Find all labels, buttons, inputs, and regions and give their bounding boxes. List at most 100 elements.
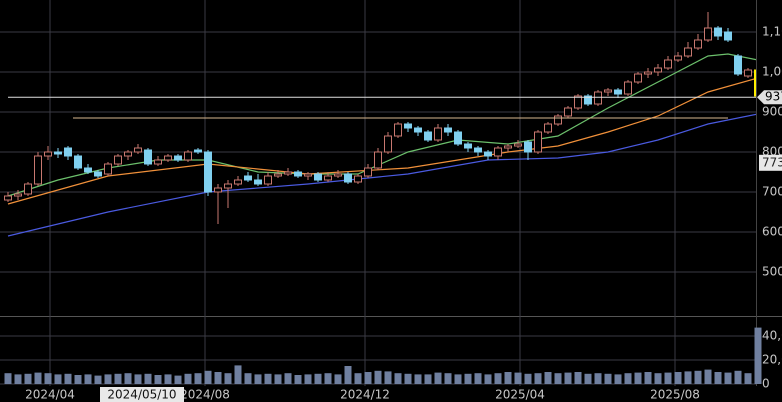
candle-body <box>254 179 262 185</box>
volume-bar <box>404 373 412 384</box>
volume-bar <box>454 374 462 384</box>
volume-bar <box>54 374 62 384</box>
x-tick-label: 2024/04 <box>25 388 75 402</box>
volume-bar <box>554 373 562 384</box>
volume-bar <box>644 372 652 384</box>
price-tag <box>757 90 782 105</box>
candle-body <box>704 27 712 41</box>
candle-body <box>194 149 202 153</box>
candle-body <box>634 73 642 83</box>
volume-bar <box>164 374 172 384</box>
volume-bar <box>484 374 492 384</box>
volume-bar <box>464 373 472 384</box>
volume-bar <box>114 373 122 384</box>
volume-pane <box>4 327 762 384</box>
candle-body <box>574 95 582 109</box>
volume-bar <box>174 375 182 384</box>
y-tick-label: 900 <box>762 105 782 119</box>
volume-bar <box>604 373 612 384</box>
volume-bar <box>524 373 532 384</box>
candle-body <box>204 151 212 193</box>
candle-body <box>594 91 602 105</box>
volume-bar <box>444 373 452 384</box>
volume-bar <box>584 373 592 384</box>
volume-bar <box>624 373 632 384</box>
candle-body <box>484 151 492 157</box>
volume-bar <box>364 372 372 384</box>
candle-body <box>144 149 152 165</box>
candle-body <box>294 171 302 177</box>
candle-body <box>434 127 442 141</box>
volume-bar <box>44 373 52 384</box>
candle-body <box>544 123 552 133</box>
candle-body <box>674 55 682 61</box>
volume-bar <box>474 373 482 384</box>
candle-body <box>524 141 532 153</box>
volume-bar <box>324 373 332 384</box>
candle-body <box>554 115 562 125</box>
volume-bar <box>104 374 112 384</box>
volume-bar <box>734 370 742 384</box>
candle-body <box>424 131 432 141</box>
candle-body <box>234 179 242 185</box>
candle-body <box>614 89 622 95</box>
price-tag <box>759 154 782 171</box>
candle-body <box>114 155 122 165</box>
volume-bar <box>694 370 702 384</box>
volume-bar <box>94 375 102 384</box>
volume-bar <box>714 372 722 384</box>
price-pane <box>4 12 756 237</box>
volume-bar <box>314 373 322 384</box>
volume-bar <box>534 373 542 384</box>
candle-body <box>284 171 292 175</box>
volume-bar <box>154 375 162 384</box>
candle-body <box>4 195 12 201</box>
candle-body <box>14 193 22 197</box>
volume-bar <box>194 373 202 384</box>
candle-body <box>454 131 462 145</box>
candle-body <box>754 69 756 97</box>
volume-bar <box>504 372 512 384</box>
volume-tick-label: 40,000 <box>762 329 782 343</box>
volume-bar <box>544 372 552 384</box>
candle-body <box>584 95 592 105</box>
candle-body <box>744 69 752 77</box>
candle-body <box>684 47 692 57</box>
volume-bar <box>184 373 192 384</box>
volume-tick-label: 20,000 <box>762 353 782 367</box>
candle-body <box>84 167 92 173</box>
y-tick-label: 700 <box>762 185 782 199</box>
cursor-box <box>100 387 184 402</box>
y-tick-label: 500 <box>762 265 782 279</box>
volume-bar <box>654 373 662 384</box>
x-tick-label: 2024/12 <box>340 388 390 402</box>
volume-bar <box>754 327 762 384</box>
candle-body <box>244 175 252 181</box>
volume-bar <box>424 374 432 384</box>
candle-body <box>184 151 192 161</box>
volume-bar <box>124 373 132 384</box>
volume-bar <box>4 373 12 384</box>
candle-body <box>624 81 632 95</box>
candle-body <box>64 147 72 157</box>
candle-body <box>504 145 512 149</box>
candle-body <box>54 151 62 155</box>
price-tag-label: 773 <box>762 155 782 169</box>
volume-bar <box>594 373 602 384</box>
candle-body <box>334 173 342 177</box>
candle-body <box>74 155 82 169</box>
volume-bar <box>84 374 92 384</box>
moving-average <box>7 53 756 197</box>
volume-bar <box>634 372 642 384</box>
candle-body <box>264 175 272 185</box>
candle-body <box>734 55 742 75</box>
candle-body <box>384 135 392 153</box>
candle-body <box>134 147 142 153</box>
candle-body <box>314 173 322 181</box>
volume-bar <box>744 373 752 384</box>
price-tag-label: 937 <box>765 90 782 104</box>
candle-body <box>344 173 352 183</box>
volume-bar <box>684 371 692 384</box>
volume-bar <box>274 374 282 384</box>
volume-bar <box>204 370 212 384</box>
